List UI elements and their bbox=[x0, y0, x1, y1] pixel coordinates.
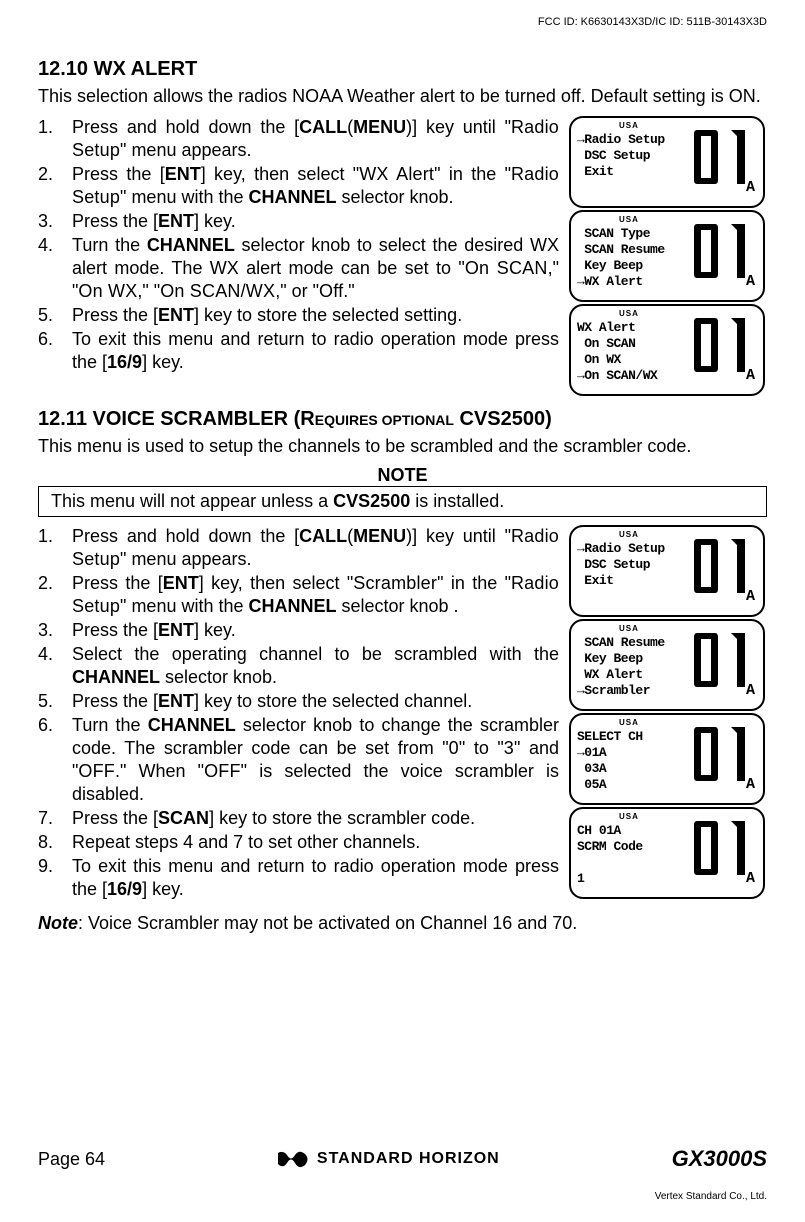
lcd-channel-suffix: A bbox=[746, 776, 755, 793]
brand-logo-icon bbox=[277, 1150, 311, 1168]
lcd-screen: USA WX Alert On SCAN On WX →On SCAN/WX A bbox=[569, 304, 765, 396]
lcd-channel-suffix: A bbox=[746, 682, 755, 699]
heading-1211: 12.11 VOICE SCRAMBLER (REQUIRES OPTIONAL… bbox=[38, 408, 767, 431]
lcd-menu-lines: SCAN Type SCAN Resume Key Beep →WX Alert bbox=[577, 226, 665, 290]
steps-1210: Press and hold down the [CALL(MENU)] key… bbox=[38, 116, 559, 374]
lcd-usa-label: USA bbox=[619, 121, 639, 130]
step-1211-4: Select the operating channel to be scram… bbox=[38, 643, 559, 689]
lcd-menu-lines: SCAN Resume Key Beep WX Alert →Scrambler bbox=[577, 635, 665, 699]
lcd-usa-label: USA bbox=[619, 309, 639, 318]
lcd-channel-suffix: A bbox=[746, 367, 755, 384]
step-1211-2: Press the [ENT] key, then select "Scramb… bbox=[38, 572, 559, 618]
step-1210-6: To exit this menu and return to radio op… bbox=[38, 328, 559, 374]
lcd-channel-digits bbox=[691, 222, 753, 280]
lcd-channel-suffix: A bbox=[746, 273, 755, 290]
lcd-usa-label: USA bbox=[619, 624, 639, 633]
step-1211-7: Press the [SCAN] key to store the scramb… bbox=[38, 807, 559, 830]
lcd-screen: USA CH 01A SCRM Code 1 A bbox=[569, 807, 765, 899]
heading-1210: 12.10 WX ALERT bbox=[38, 58, 767, 81]
lcd-channel-digits bbox=[691, 316, 753, 374]
step-1211-9: To exit this menu and return to radio op… bbox=[38, 855, 559, 901]
step-1210-3: Press the [ENT] key. bbox=[38, 210, 559, 233]
step-1211-5: Press the [ENT] key to store the selecte… bbox=[38, 690, 559, 713]
step-1210-1: Press and hold down the [CALL(MENU)] key… bbox=[38, 116, 559, 162]
intro-1211: This menu is used to setup the channels … bbox=[38, 435, 767, 458]
footer: Page 64 STANDARD HORIZON GX3000S bbox=[38, 1146, 767, 1172]
lcd-channel-digits bbox=[691, 819, 753, 877]
note-box: This menu will not appear unless a CVS25… bbox=[38, 486, 767, 517]
lcd-screen: USA SCAN Type SCAN Resume Key Beep →WX A… bbox=[569, 210, 765, 302]
step-1210-4: Turn the CHANNEL selector knob to select… bbox=[38, 234, 559, 303]
step-1211-1: Press and hold down the [CALL(MENU)] key… bbox=[38, 525, 559, 571]
page-number: Page 64 bbox=[38, 1149, 105, 1170]
note-label: NOTE bbox=[38, 465, 767, 486]
lcd-channel-suffix: A bbox=[746, 588, 755, 605]
lcd-channel-digits bbox=[691, 725, 753, 783]
lcd-menu-lines: SELECT CH →01A 03A 05A bbox=[577, 729, 643, 793]
bottom-note: Note: Voice Scrambler may not be activat… bbox=[38, 913, 767, 934]
lcd-screen: USA SELECT CH →01A 03A 05A A bbox=[569, 713, 765, 805]
lcd-channel-digits bbox=[691, 537, 753, 595]
brand: STANDARD HORIZON bbox=[277, 1150, 500, 1168]
brand-text: STANDARD HORIZON bbox=[317, 1150, 500, 1168]
lcd-channel-digits bbox=[691, 631, 753, 689]
lcd-channel-suffix: A bbox=[746, 870, 755, 887]
lcd-menu-lines: →Radio Setup DSC Setup Exit bbox=[577, 132, 665, 180]
step-1211-6: Turn the CHANNEL selector knob to change… bbox=[38, 714, 559, 806]
lcd-channel-digits bbox=[691, 128, 753, 186]
lcd-screen: USA SCAN Resume Key Beep WX Alert →Scram… bbox=[569, 619, 765, 711]
lcd-usa-label: USA bbox=[619, 812, 639, 821]
fcc-id: FCC ID: K6630143X3D/IC ID: 511B-30143X3D bbox=[538, 16, 767, 28]
step-1210-5: Press the [ENT] key to store the selecte… bbox=[38, 304, 559, 327]
lcd-usa-label: USA bbox=[619, 718, 639, 727]
intro-1210: This selection allows the radios NOAA We… bbox=[38, 85, 767, 108]
model: GX3000S bbox=[672, 1146, 767, 1172]
lcd-usa-label: USA bbox=[619, 215, 639, 224]
step-1211-3: Press the [ENT] key. bbox=[38, 619, 559, 642]
lcd-menu-lines: →Radio Setup DSC Setup Exit bbox=[577, 541, 665, 589]
vertex-footer: Vertex Standard Co., Ltd. bbox=[655, 1191, 767, 1202]
step-1211-8: Repeat steps 4 and 7 to set other channe… bbox=[38, 831, 559, 854]
step-1210-2: Press the [ENT] key, then select "WX Ale… bbox=[38, 163, 559, 209]
lcd-screen: USA →Radio Setup DSC Setup Exit A bbox=[569, 116, 765, 208]
steps-1211: Press and hold down the [CALL(MENU)] key… bbox=[38, 525, 559, 902]
lcd-menu-lines: CH 01A SCRM Code 1 bbox=[577, 823, 643, 887]
lcd-usa-label: USA bbox=[619, 530, 639, 539]
lcd-menu-lines: WX Alert On SCAN On WX →On SCAN/WX bbox=[577, 320, 657, 384]
lcd-screen: USA →Radio Setup DSC Setup Exit A bbox=[569, 525, 765, 617]
lcd-channel-suffix: A bbox=[746, 179, 755, 196]
